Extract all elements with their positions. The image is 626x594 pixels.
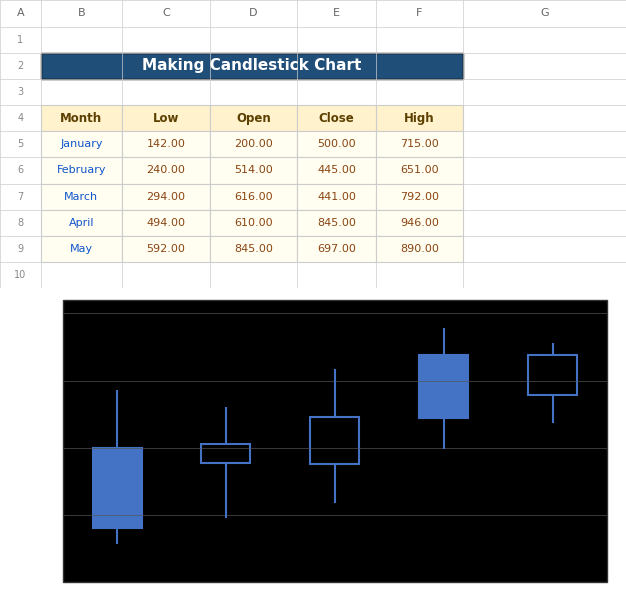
Text: 8: 8 xyxy=(18,218,23,228)
Text: 200.00: 200.00 xyxy=(234,140,273,149)
Bar xyxy=(202,444,250,463)
Bar xyxy=(41,105,122,131)
Bar xyxy=(122,157,210,184)
Y-axis label: Price: Price xyxy=(0,426,6,456)
Bar xyxy=(122,210,210,236)
Text: March: March xyxy=(64,192,98,201)
Text: G: G xyxy=(540,8,549,18)
Bar xyxy=(210,210,297,236)
Bar xyxy=(41,236,122,262)
Bar xyxy=(122,184,210,210)
Bar xyxy=(297,105,376,131)
Bar xyxy=(41,157,122,184)
Text: 294.00: 294.00 xyxy=(146,192,185,201)
Bar xyxy=(528,355,577,395)
Text: 651.00: 651.00 xyxy=(400,166,439,175)
Bar xyxy=(210,184,297,210)
Text: 946.00: 946.00 xyxy=(400,218,439,228)
Text: F: F xyxy=(416,8,423,18)
Bar xyxy=(210,131,297,157)
Text: 845.00: 845.00 xyxy=(234,244,273,254)
Text: 845.00: 845.00 xyxy=(317,218,356,228)
Text: 1: 1 xyxy=(18,35,23,45)
Text: 441.00: 441.00 xyxy=(317,192,356,201)
Text: 514.00: 514.00 xyxy=(234,166,273,175)
Bar xyxy=(122,131,210,157)
Bar xyxy=(41,53,463,79)
Text: 616.00: 616.00 xyxy=(234,192,273,201)
Text: 792.00: 792.00 xyxy=(400,192,439,201)
Text: 445.00: 445.00 xyxy=(317,166,356,175)
Bar xyxy=(41,184,122,210)
Bar xyxy=(63,300,607,582)
Text: 240.00: 240.00 xyxy=(146,166,185,175)
Text: Prices of Stock: Prices of Stock xyxy=(63,275,195,293)
Bar xyxy=(41,210,122,236)
Bar xyxy=(297,157,376,184)
Text: May: May xyxy=(70,244,93,254)
Bar xyxy=(297,210,376,236)
Text: April: April xyxy=(69,218,94,228)
Text: High: High xyxy=(404,112,434,125)
Text: 4: 4 xyxy=(18,113,23,123)
Bar xyxy=(93,448,141,529)
Text: E: E xyxy=(333,8,340,18)
Text: 6: 6 xyxy=(18,166,23,175)
Text: 2: 2 xyxy=(18,61,23,71)
Bar xyxy=(210,157,297,184)
Text: C: C xyxy=(162,8,170,18)
Bar xyxy=(297,236,376,262)
Text: A: A xyxy=(16,8,24,18)
Text: 9: 9 xyxy=(18,244,23,254)
Text: 890.00: 890.00 xyxy=(400,244,439,254)
Text: Low: Low xyxy=(153,112,179,125)
Text: 715.00: 715.00 xyxy=(400,140,439,149)
Text: 3: 3 xyxy=(18,87,23,97)
Text: 7: 7 xyxy=(18,192,23,201)
Text: Open: Open xyxy=(236,112,271,125)
Bar xyxy=(376,184,463,210)
Bar xyxy=(376,105,463,131)
Text: February: February xyxy=(56,166,106,175)
Bar xyxy=(419,355,468,418)
Bar xyxy=(210,105,297,131)
Text: 5: 5 xyxy=(18,140,23,149)
Bar xyxy=(122,236,210,262)
Text: B: B xyxy=(78,8,85,18)
Bar xyxy=(297,184,376,210)
Text: 610.00: 610.00 xyxy=(234,218,273,228)
Text: 592.00: 592.00 xyxy=(146,244,185,254)
Text: 500.00: 500.00 xyxy=(317,140,356,149)
Text: Making Candlestick Chart: Making Candlestick Chart xyxy=(142,58,362,74)
Bar xyxy=(41,131,122,157)
Bar xyxy=(376,131,463,157)
Text: January: January xyxy=(60,140,103,149)
Text: 494.00: 494.00 xyxy=(146,218,185,228)
Bar xyxy=(376,236,463,262)
Text: D: D xyxy=(249,8,258,18)
Text: 142.00: 142.00 xyxy=(146,140,185,149)
Bar xyxy=(210,236,297,262)
Text: Month: Month xyxy=(60,112,103,125)
Bar xyxy=(376,210,463,236)
Text: Close: Close xyxy=(319,112,354,125)
Bar xyxy=(122,105,210,131)
Bar xyxy=(297,131,376,157)
Bar xyxy=(310,416,359,463)
Bar xyxy=(376,157,463,184)
Text: 10: 10 xyxy=(14,270,26,280)
Text: 697.00: 697.00 xyxy=(317,244,356,254)
